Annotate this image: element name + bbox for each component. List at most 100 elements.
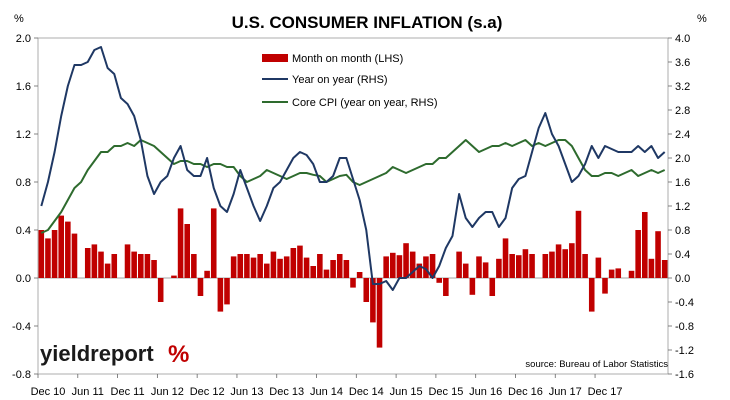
right-tick-label: 3.2 [675,81,690,93]
x-tick-label: Dec 15 [428,386,463,398]
x-tick-label: Jun 14 [310,386,343,398]
bar-month-on-month [383,256,389,278]
bar-month-on-month [336,254,343,278]
x-tick-label: Dec 11 [111,386,145,398]
bar-month-on-month [343,260,350,278]
bar-month-on-month [628,270,635,278]
bar-month-on-month [642,212,648,278]
bar-month-on-month [423,256,429,278]
bar-month-on-month [310,266,316,278]
right-tick-label: 0.0 [675,273,690,285]
bar-month-on-month [217,278,224,312]
x-tick-label: Dec 17 [588,386,623,398]
bar-month-on-month [230,256,237,278]
bar-month-on-month [409,251,416,278]
bar-month-on-month [396,255,403,278]
line-year-on-year [40,46,666,291]
bar-month-on-month [317,254,323,278]
left-tick-label: 0.8 [16,177,31,189]
bar-month-on-month [608,269,615,278]
legend-label-mom: Month on month (LHS) [292,53,403,65]
bar-month-on-month [250,257,257,278]
right-tick-label: 2.8 [675,105,690,117]
bar-month-on-month [184,224,190,278]
right-axis: 4.0 3.6 3.2 2.8 2.4 2.0 1.6 1.2 0.8 0.4 0.0 -0.4 -0.… [668,33,694,381]
logo-percent-symbol: % [168,341,189,368]
bar-month-on-month [403,243,409,278]
bar-month-on-month [323,269,330,278]
bar-month-on-month [45,238,51,278]
month-on-month-bars [38,208,668,348]
bar-month-on-month [58,215,64,278]
bar-month-on-month [356,272,363,278]
bar-month-on-month [436,278,442,283]
bar-month-on-month [496,258,502,278]
bar-month-on-month [509,254,515,278]
bar-month-on-month [277,258,283,278]
line-core-cpi [40,139,666,234]
x-tick-label: Jun 16 [469,386,502,398]
right-tick-label: -0.8 [675,321,694,333]
bar-month-on-month [71,233,78,278]
chart-title: U.S. CONSUMER INFLATION (s.a) [232,13,503,32]
bar-month-on-month [615,268,622,278]
bar-month-on-month [516,255,522,278]
bar-month-on-month [297,245,303,278]
right-tick-label: 3.6 [675,57,690,69]
bar-month-on-month [489,278,496,296]
x-tick-label: Dec 13 [269,386,304,398]
bar-month-on-month [270,251,277,278]
legend: Month on month (LHS) Year on year (RHS) … [262,53,438,109]
bar-month-on-month [502,238,509,278]
right-axis-unit: % [697,13,707,25]
bar-month-on-month [542,254,549,278]
bar-month-on-month [469,278,476,295]
bar-month-on-month [65,221,71,278]
left-tick-label: -0.4 [12,321,31,333]
right-tick-label: 1.6 [675,177,690,189]
bar-month-on-month [569,243,575,278]
bar-month-on-month [376,278,383,348]
bar-month-on-month [237,254,244,278]
bar-month-on-month [283,256,290,278]
bar-month-on-month [416,263,423,278]
plot-area [37,37,669,375]
bar-month-on-month [655,231,661,278]
bar-month-on-month [390,252,396,278]
right-tick-label: 4.0 [675,33,690,45]
x-tick-label: Dec 10 [31,386,66,398]
bar-month-on-month [98,251,104,278]
bar-month-on-month [529,254,535,278]
right-tick-label: 2.0 [675,153,690,165]
bar-month-on-month [151,260,157,278]
bar-month-on-month [522,249,529,278]
bar-month-on-month [244,254,250,278]
bar-month-on-month [138,254,144,278]
bar-month-on-month [51,230,58,278]
bar-month-on-month [177,208,184,278]
bar-month-on-month [144,254,151,278]
logo-text: yieldreport [40,341,154,366]
right-tick-label: 0.8 [675,225,690,237]
bar-month-on-month [204,270,210,278]
legend-label-yoy: Year on year (RHS) [292,74,388,86]
x-axis: Dec 10 Jun 11 Dec 11 Jun 12 Dec 12 Jun 13 Dec … [31,374,623,398]
bar-month-on-month [562,249,568,278]
source-note: source: Bureau of Labor Statistics [525,359,668,370]
x-tick-label: Jun 13 [230,386,263,398]
bar-month-on-month [264,263,270,278]
bar-month-on-month [462,263,469,278]
left-tick-label: 0.4 [16,225,31,237]
bar-month-on-month [210,208,217,278]
bar-month-on-month [602,278,608,294]
right-tick-label: -0.4 [675,297,694,309]
bar-month-on-month [91,244,98,278]
bar-month-on-month [370,278,376,323]
x-tick-label: Jun 17 [549,386,582,398]
bar-month-on-month [648,258,655,278]
bar-month-on-month [84,248,91,278]
series-lines [40,46,666,291]
bar-month-on-month [330,260,336,278]
left-tick-label: 1.2 [16,129,31,141]
